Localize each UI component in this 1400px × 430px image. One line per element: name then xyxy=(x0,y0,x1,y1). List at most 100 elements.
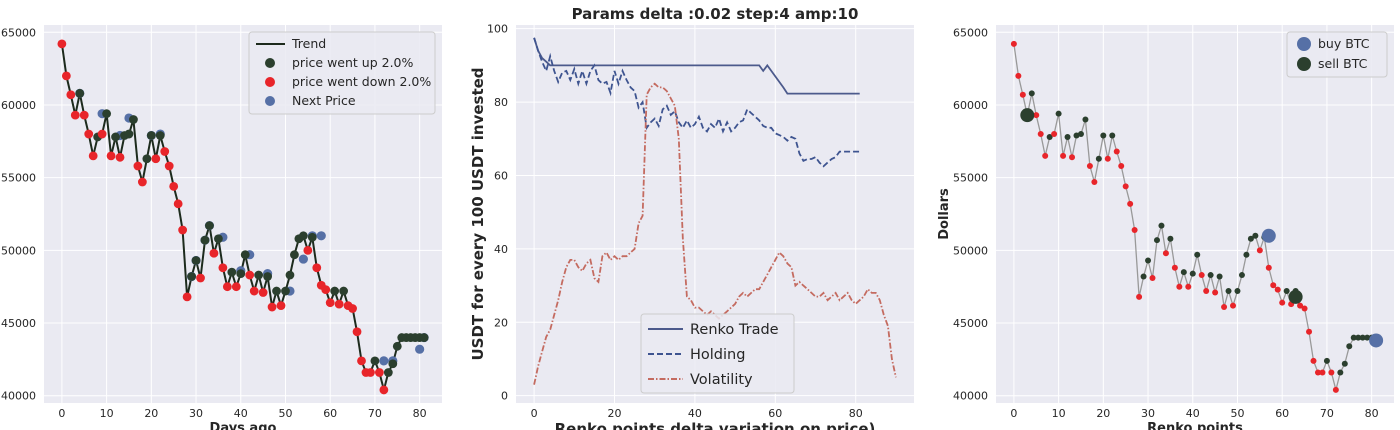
renko-down-point xyxy=(1297,302,1304,309)
renko-up-point xyxy=(1323,357,1330,364)
legend-next-swatch xyxy=(265,96,275,106)
price-down-point xyxy=(267,302,277,312)
renko-up-point xyxy=(1364,334,1371,341)
x-tick-label: 10 xyxy=(1052,407,1066,420)
price-up-point xyxy=(330,286,340,296)
renko-up-point xyxy=(1153,237,1160,244)
y-tick-label: 60 xyxy=(494,169,508,182)
renko-up-point xyxy=(1238,272,1245,279)
chart-3-xlabel: Renko points xyxy=(1147,421,1243,430)
x-tick-label: 60 xyxy=(768,407,782,420)
renko-down-point xyxy=(1113,148,1120,155)
renko-up-point xyxy=(1189,270,1196,277)
renko-up-point xyxy=(1359,334,1366,341)
legend-down-swatch xyxy=(265,77,275,87)
price-up-point xyxy=(102,109,112,119)
legend-buy-label: buy BTC xyxy=(1318,36,1370,51)
x-tick-label: 0 xyxy=(531,407,538,420)
price-down-point xyxy=(173,199,183,209)
price-down-point xyxy=(312,263,322,273)
price-down-point xyxy=(79,110,89,120)
renko-down-point xyxy=(1042,152,1049,159)
price-down-point xyxy=(84,129,94,139)
renko-up-point xyxy=(1167,235,1174,242)
sell-marker xyxy=(1288,289,1303,304)
renko-up-point xyxy=(1028,90,1035,97)
renko-up-point xyxy=(1243,251,1250,258)
chart-1-legend-box xyxy=(248,31,436,115)
price-down-point xyxy=(357,356,366,366)
renko-down-point xyxy=(1279,299,1286,306)
renko-down-point xyxy=(1149,274,1156,281)
price-up-point xyxy=(142,154,152,164)
legend-trend-label: Trend xyxy=(291,36,326,51)
renko-down-point xyxy=(1256,247,1263,254)
price-up-point xyxy=(388,359,398,369)
price-up-point xyxy=(290,250,299,260)
price-down-point xyxy=(169,181,179,191)
x-tick-label: 0 xyxy=(58,407,65,420)
renko-down-point xyxy=(1314,369,1321,376)
next-price-point xyxy=(415,344,425,354)
chart-2-marks xyxy=(533,37,897,385)
y-tick-label: 50000 xyxy=(953,244,988,257)
price-down-point xyxy=(178,225,188,235)
price-down-point xyxy=(57,39,67,49)
price-down-point xyxy=(196,273,205,283)
x-tick-label: 80 xyxy=(849,407,863,420)
x-tick-label: 80 xyxy=(413,407,427,420)
renko-down-point xyxy=(1328,369,1335,376)
renko-up-point xyxy=(1194,251,1201,258)
price-down-point xyxy=(61,71,71,81)
x-tick-label: 30 xyxy=(189,407,203,420)
x-tick-label: 50 xyxy=(1230,407,1244,420)
y-tick-label: 0 xyxy=(501,390,508,403)
price-up-point xyxy=(263,272,272,281)
renko-up-point xyxy=(1064,133,1071,140)
renko-down-point xyxy=(1212,289,1219,296)
chart-2-title: Params delta :0.02 step:4 amp:10 xyxy=(572,5,859,23)
renko-up-point xyxy=(1247,235,1254,242)
renko-up-point xyxy=(1158,222,1165,229)
series-renko-trade xyxy=(533,37,860,95)
price-up-point xyxy=(370,356,380,366)
price-up-point xyxy=(339,286,349,296)
renko-down-point xyxy=(1060,152,1067,159)
price-up-point xyxy=(240,250,250,260)
price-down-point xyxy=(276,301,286,310)
y-tick-label: 45000 xyxy=(953,317,988,330)
x-tick-label: 80 xyxy=(1365,407,1379,420)
price-down-point xyxy=(222,282,232,292)
renko-down-point xyxy=(1171,264,1178,271)
price-down-point xyxy=(231,282,241,292)
price-up-point xyxy=(214,234,223,244)
chart-1-marks xyxy=(57,39,429,395)
chart-2-ticks: 0 20 40 60 80 0 20 40 60 80 100 xyxy=(487,23,863,420)
price-up-point xyxy=(236,269,246,279)
price-down-point xyxy=(321,285,331,294)
legend-holding-label: Holding xyxy=(690,347,745,363)
x-tick-label: 50 xyxy=(278,407,292,420)
renko-down-point xyxy=(1086,163,1093,170)
renko-down-point xyxy=(1198,272,1205,279)
chart-3-legend-box xyxy=(1286,31,1388,78)
chart-2-xlabel: Renko points delta variation on price) xyxy=(555,420,876,430)
renko-up-point xyxy=(1216,273,1223,280)
y-tick-label: 40 xyxy=(494,243,508,256)
renko-up-point xyxy=(1252,232,1259,239)
renko-down-point xyxy=(1033,112,1040,119)
renko-up-point xyxy=(1109,132,1116,139)
price-down-point xyxy=(374,368,384,377)
legend-next-label: Next Price xyxy=(292,93,356,108)
price-down-point xyxy=(209,248,219,258)
renko-up-point xyxy=(1337,369,1344,376)
renko-up-point xyxy=(1100,132,1107,139)
price-up-point xyxy=(227,267,237,277)
price-down-point xyxy=(182,292,192,302)
price-down-point xyxy=(303,245,313,255)
renko-up-point xyxy=(1207,272,1214,279)
chart-3-ylabel: Dollars xyxy=(937,188,952,240)
renko-up-point xyxy=(1145,257,1152,264)
renko-down-point xyxy=(1010,40,1017,47)
